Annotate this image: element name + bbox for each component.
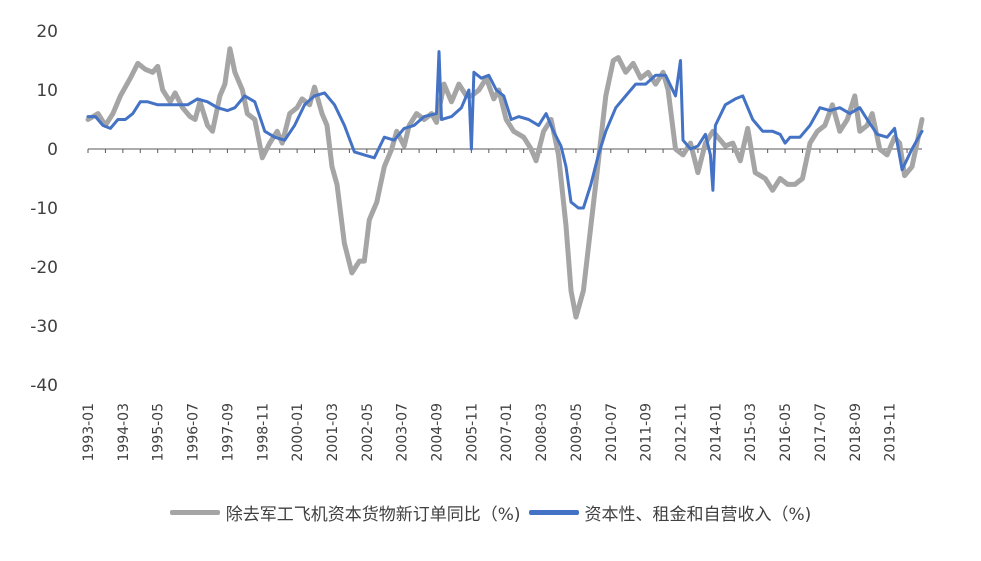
- y-tick-label: -10: [30, 199, 58, 219]
- x-tick-label: 2009-05: [569, 403, 585, 462]
- x-tick-label: 2015-03: [743, 403, 759, 462]
- x-tick-label: 2007-01: [499, 403, 515, 462]
- y-tick-label: 20: [36, 22, 58, 42]
- y-tick-label: -40: [30, 376, 58, 396]
- x-tick-label: 2016-05: [778, 403, 794, 462]
- x-tick-label: 1997-09: [220, 403, 236, 462]
- x-tick-label: 2001-03: [325, 403, 341, 462]
- x-tick-label: 2012-11: [674, 403, 690, 462]
- x-tick-label: 2018-09: [848, 403, 864, 462]
- series-layer: [85, 46, 925, 320]
- x-tick-label: 1993-01: [81, 403, 97, 462]
- series-line-capital-income: [86, 50, 924, 210]
- legend-item-capital-income: 资本性、租金和自营收入（%): [528, 500, 812, 525]
- legend-swatch-capital-income: [528, 510, 579, 515]
- legend-label-capital-income: 资本性、租金和自营收入（%): [584, 505, 812, 525]
- x-tick-label: 2003-07: [395, 403, 411, 462]
- y-tick-label: 0: [47, 140, 58, 160]
- x-tick-label: 2005-11: [464, 403, 480, 462]
- y-axis: 20 10 0 -10 -20 -30 -40: [30, 22, 58, 396]
- x-tick-label: 2004-09: [430, 403, 446, 462]
- legend-item-orders: 除去军工飞机资本货物新订单同比（%): [169, 500, 521, 525]
- x-tick-label: 2002-05: [360, 403, 376, 462]
- x-tick-label: 2010-07: [604, 403, 620, 462]
- x-tick-label: 2008-03: [534, 403, 550, 462]
- x-axis: 1993-01 1994-03 1995-05 1996-07 1997-09 1998-…: [81, 148, 922, 462]
- x-tick-label: 2014-01: [708, 403, 724, 462]
- x-tick-label: 1995-05: [151, 403, 167, 462]
- x-tick-label: 1994-03: [116, 403, 132, 462]
- x-tick-label: 2019-11: [883, 403, 899, 462]
- legend: 除去军工飞机资本货物新订单同比（%) 资本性、租金和自营收入（%): [0, 500, 981, 525]
- y-tick-label: -20: [30, 258, 58, 278]
- series-line-orders: [85, 46, 925, 320]
- x-tick-label: 1996-07: [186, 403, 202, 462]
- x-tick-label: 2011-09: [639, 403, 655, 462]
- x-tick-label: 2017-07: [813, 403, 829, 462]
- x-tick-label: 1998-11: [255, 403, 271, 462]
- legend-label-orders: 除去军工飞机资本货物新订单同比（%): [225, 505, 521, 525]
- legend-swatch-orders: [169, 510, 220, 515]
- x-tick-label: 2000-01: [290, 403, 306, 462]
- y-tick-label: 10: [36, 81, 58, 101]
- y-tick-label: -30: [30, 317, 58, 337]
